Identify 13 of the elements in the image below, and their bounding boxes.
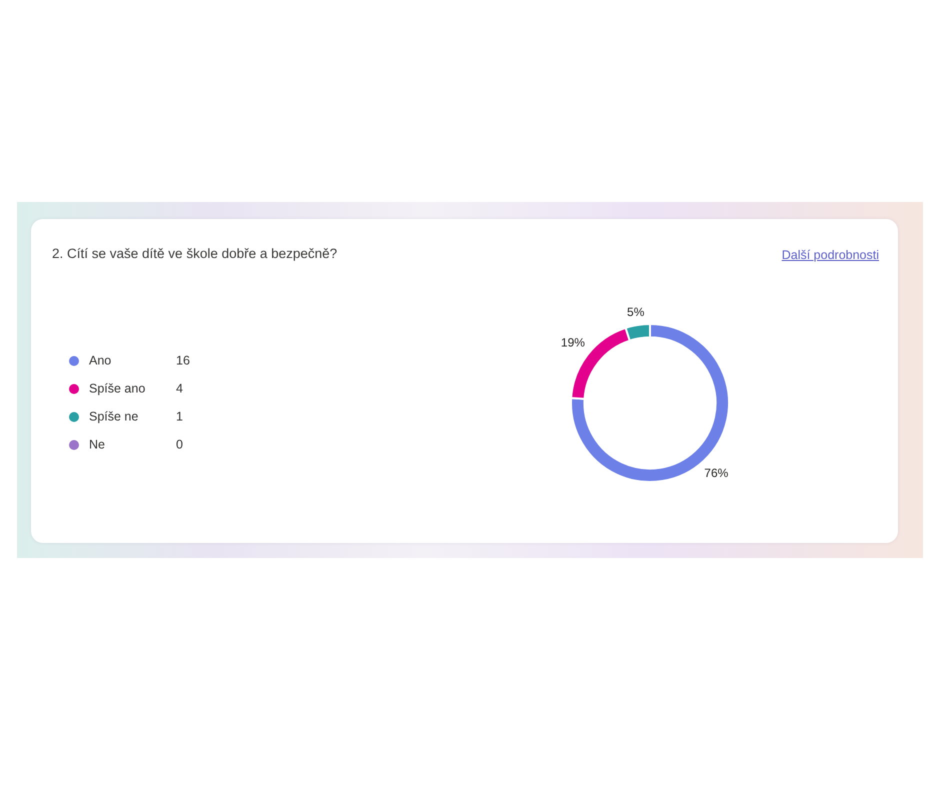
legend-label: Ne: [89, 437, 106, 452]
text: 4: [176, 381, 183, 396]
legend-label: Spíše ano: [89, 381, 146, 396]
data-label: 19%: [560, 336, 586, 350]
text: 16: [176, 353, 190, 368]
data-label: 5%: [627, 305, 645, 320]
text: Další podrobnosti: [782, 248, 879, 262]
text: 1: [176, 409, 183, 424]
legend-label: Ano: [89, 353, 112, 368]
chart-title: 2. Cítí se vaše dítě ve škole dobře a bezpečně?: [52, 246, 338, 261]
text: 0: [176, 437, 183, 452]
data-label: 76%: [704, 466, 729, 480]
legend-label: Spíše ne: [89, 409, 138, 424]
